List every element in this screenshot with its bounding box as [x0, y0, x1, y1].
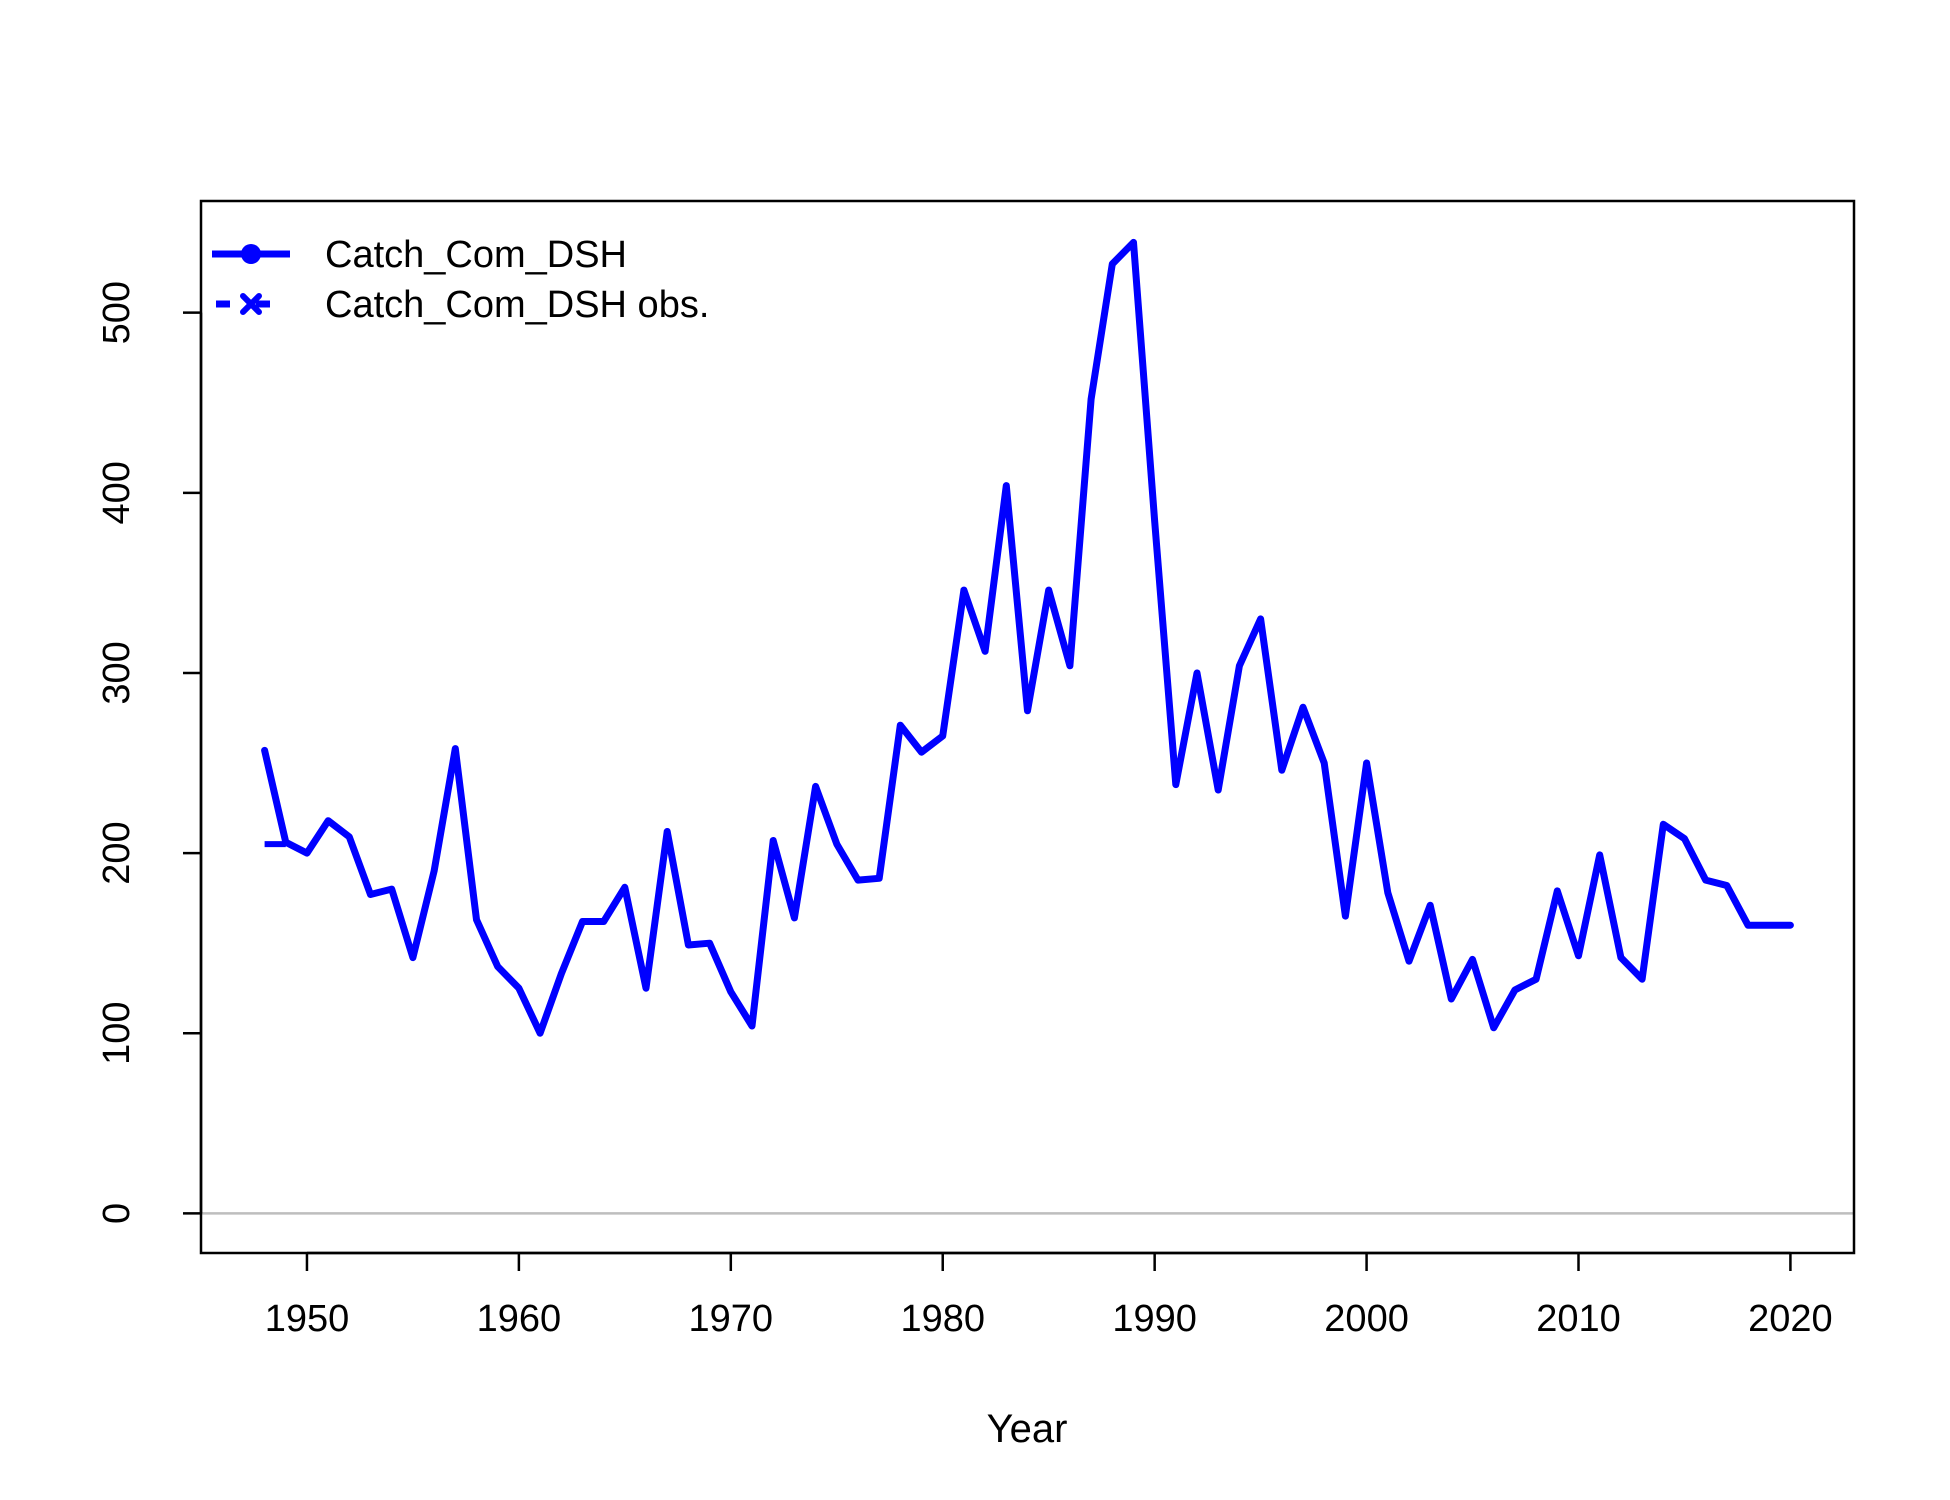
y-tick-label: 200	[96, 821, 138, 884]
x-tick-label: 1970	[689, 1298, 774, 1340]
legend: Catch_Com_DSH Catch_Com_DSH obs.	[212, 234, 709, 326]
legend-label-obs: Catch_Com_DSH obs.	[325, 284, 709, 326]
x-tick-label: 2000	[1324, 1298, 1409, 1340]
series-line-catch	[265, 242, 1791, 1033]
x-tick-label: 1960	[477, 1298, 562, 1340]
x-axis-title: Year	[987, 1407, 1068, 1451]
x-tick-label: 2020	[1748, 1298, 1833, 1340]
plot-frame	[201, 201, 1854, 1253]
x-tick-label: 1980	[900, 1298, 985, 1340]
legend-label-series: Catch_Com_DSH	[325, 234, 627, 276]
series-layer	[265, 242, 1791, 1033]
y-tick-label: 500	[96, 281, 138, 344]
axis-ticks: 1950 1960 1970 1980 1990 2000 2010 2020 0 100 200 3…	[96, 281, 1833, 1340]
y-tick-label: 100	[96, 1002, 138, 1065]
x-tick-label: 2010	[1536, 1298, 1621, 1340]
y-tick-label: 300	[96, 641, 138, 704]
y-tick-label: 0	[96, 1203, 138, 1224]
legend-entry-series: Catch_Com_DSH	[212, 234, 627, 276]
legend-filled-circle-icon	[241, 244, 261, 264]
y-tick-label: 400	[96, 461, 138, 524]
x-tick-label: 1950	[265, 1298, 350, 1340]
legend-entry-obs: Catch_Com_DSH obs.	[212, 284, 709, 326]
x-tick-label: 1990	[1112, 1298, 1197, 1340]
